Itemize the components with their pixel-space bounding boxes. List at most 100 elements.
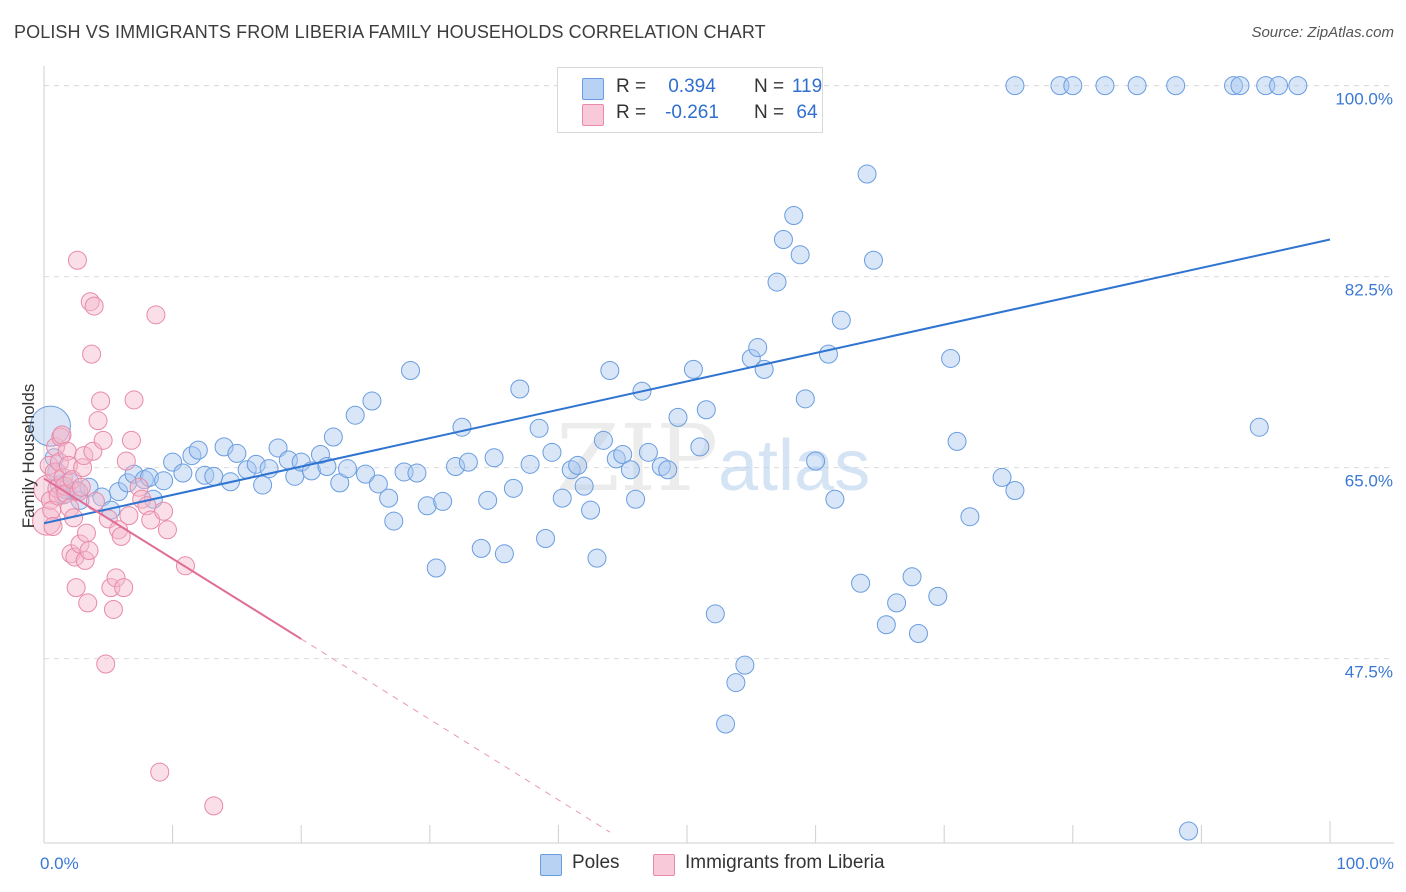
liberia-point [44,462,64,482]
liberia-point [93,430,113,450]
poles-point [345,405,365,425]
poles-point [529,418,549,438]
poles-point [478,490,498,510]
poles-point [593,430,613,450]
liberia-point [78,593,98,613]
poles-point [510,379,530,399]
poles-point [902,567,922,587]
liberia-point [121,430,141,450]
axes [43,66,1394,844]
tick-labels: 100.0% 82.5% 65.0% 47.5% 0.0% 100.0% [40,90,1394,873]
poles-point [426,558,446,578]
poles-point [600,360,620,380]
poles-point [458,452,478,472]
y-tick-label: 100.0% [1335,90,1393,109]
poles-point [384,511,404,531]
y-tick-label: 82.5% [1345,281,1393,300]
poles-point [29,405,71,447]
liberia-point [119,506,139,526]
y-tick-label: 65.0% [1345,472,1393,491]
liberia-trend-line [43,477,302,640]
liberia-point [204,796,224,816]
liberia-point [154,501,174,521]
poles-point [204,466,224,486]
poles-points [29,76,1308,841]
poles-point [246,454,266,474]
legend-swatch-liberia [582,104,604,126]
poles-point [433,491,453,511]
x-tick-label: 100.0% [1336,854,1394,873]
poles-point [716,714,736,734]
poles-point [748,338,768,358]
bottom-swatch-poles [540,854,562,876]
liberia-point [39,455,59,475]
poles-point [568,455,588,475]
poles-point [658,460,678,480]
legend-r-value-liberia: -0.261 [665,102,719,123]
poles-point [1249,417,1269,437]
poles-point [1166,76,1186,96]
poles-point [188,440,208,460]
poles-point [1179,821,1199,841]
poles-point [401,360,421,380]
liberia-point [66,578,86,598]
liberia-point [116,451,136,471]
poles-point [947,431,967,451]
liberia-point [79,541,99,561]
legend-n-label: N = [754,76,785,97]
legend-n-label: N = [754,102,785,123]
stats-legend: R = 0.394 N = 119 R = -0.261 N = 64 [557,67,823,133]
poles-point [773,230,793,250]
poles-point [471,538,491,558]
liberia-point [124,390,144,410]
poles-point [626,489,646,509]
poles-point [379,488,399,508]
poles-point [696,400,716,420]
poles-point [173,463,193,483]
bottom-swatch-liberia [653,854,675,876]
poles-point [726,673,746,693]
poles-point [587,548,607,568]
trend-lines [43,238,1331,833]
poles-trend-line [43,238,1331,525]
poles-point [1095,76,1115,96]
poles-point [795,389,815,409]
poles-point [1288,76,1308,96]
poles-point [784,206,804,226]
poles-point [908,623,928,643]
poles-point [735,655,755,675]
liberia-point [76,523,96,543]
liberia-point [114,578,134,598]
poles-point [1063,76,1083,96]
poles-point [1230,76,1250,96]
poles-point [638,442,658,462]
poles-point [446,457,466,477]
poles-point [139,467,159,487]
poles-point [581,500,601,520]
poles-point [992,467,1012,487]
poles-point [407,463,427,483]
poles-point [887,593,907,613]
poles-point [1005,481,1025,501]
poles-point [857,164,877,184]
poles-point [323,427,343,447]
poles-point [690,437,710,457]
liberia-points [32,250,224,816]
poles-point [417,496,437,516]
liberia-point [106,568,126,588]
poles-point [851,573,871,593]
poles-point [368,474,388,494]
poles-point [1005,76,1025,96]
x-tick-label: 0.0% [40,854,79,873]
bottom-label-liberia: Immigrants from Liberia [685,852,885,873]
poles-point [831,310,851,330]
poles-point [1224,76,1244,96]
poles-point [227,443,247,463]
poles-point [182,446,202,466]
poles-point [1127,76,1147,96]
poles-point [552,488,572,508]
poles-point [520,454,540,474]
watermark-atlas: atlas [718,426,870,506]
liberia-point [96,654,116,674]
